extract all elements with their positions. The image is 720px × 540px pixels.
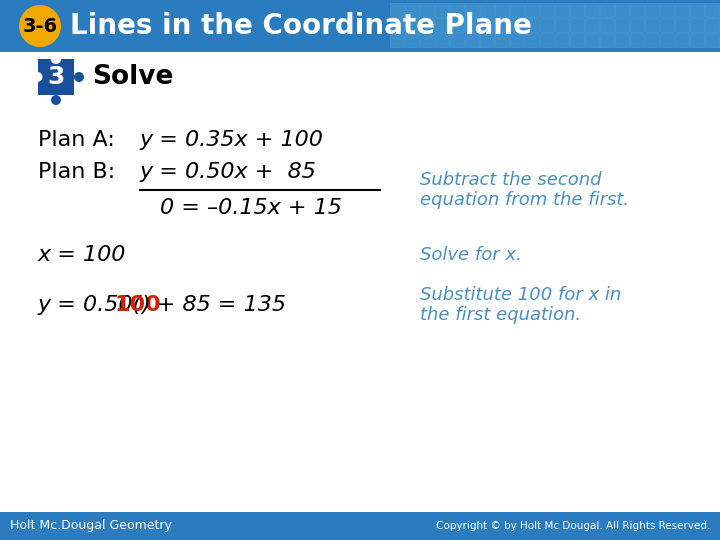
Bar <box>435 3 449 17</box>
Bar <box>435 33 449 47</box>
Bar <box>495 18 509 32</box>
Text: y = 0.35x + 100: y = 0.35x + 100 <box>140 130 324 150</box>
Bar <box>555 3 569 17</box>
Bar <box>645 18 659 32</box>
Bar <box>660 3 674 17</box>
Text: Solve for x.: Solve for x. <box>420 246 522 264</box>
Bar <box>450 3 464 17</box>
Bar <box>390 18 404 32</box>
Text: 100: 100 <box>114 295 161 315</box>
Bar <box>525 18 539 32</box>
Text: y = 0.50x +  85: y = 0.50x + 85 <box>140 162 317 182</box>
Bar <box>0 512 720 540</box>
Bar <box>705 18 719 32</box>
Bar <box>390 33 404 47</box>
Bar <box>555 18 569 32</box>
Bar <box>570 33 584 47</box>
Bar <box>675 3 689 17</box>
Circle shape <box>50 53 61 64</box>
Text: Substitute 100 for x in: Substitute 100 for x in <box>420 286 621 304</box>
Bar <box>405 18 419 32</box>
Bar <box>510 33 524 47</box>
Text: Lines in the Coordinate Plane: Lines in the Coordinate Plane <box>70 12 532 40</box>
Bar <box>630 33 644 47</box>
Bar <box>615 3 629 17</box>
Bar <box>0 0 720 52</box>
Text: x = 100: x = 100 <box>38 245 127 265</box>
Bar <box>675 18 689 32</box>
Bar <box>510 18 524 32</box>
Bar <box>690 33 704 47</box>
Bar <box>480 18 494 32</box>
Text: 3: 3 <box>48 65 65 89</box>
Bar <box>420 33 434 47</box>
Circle shape <box>19 5 61 47</box>
Bar <box>420 3 434 17</box>
Bar <box>525 33 539 47</box>
Circle shape <box>74 72 84 82</box>
Bar <box>690 18 704 32</box>
Bar <box>570 18 584 32</box>
Bar <box>600 33 614 47</box>
Bar <box>435 18 449 32</box>
Bar <box>450 18 464 32</box>
Bar <box>495 33 509 47</box>
Bar <box>600 3 614 17</box>
Text: equation from the first.: equation from the first. <box>420 191 629 209</box>
Bar <box>465 33 479 47</box>
Bar <box>570 3 584 17</box>
Bar <box>555 33 569 47</box>
Bar <box>645 33 659 47</box>
Bar <box>0 52 720 512</box>
Text: Solve: Solve <box>92 64 174 90</box>
Bar <box>540 33 554 47</box>
Circle shape <box>32 72 42 82</box>
Bar <box>615 33 629 47</box>
Bar <box>495 3 509 17</box>
Circle shape <box>51 95 61 105</box>
Bar <box>525 3 539 17</box>
Bar <box>450 33 464 47</box>
Bar <box>705 3 719 17</box>
Bar <box>465 18 479 32</box>
Bar <box>585 18 599 32</box>
Bar <box>405 33 419 47</box>
Text: Plan B:: Plan B: <box>38 162 115 182</box>
Text: Subtract the second: Subtract the second <box>420 171 601 189</box>
Bar <box>480 33 494 47</box>
Bar <box>38 59 74 95</box>
Text: Holt Mc.Dougal Geometry: Holt Mc.Dougal Geometry <box>10 519 172 532</box>
Bar <box>615 18 629 32</box>
Text: 3-6: 3-6 <box>22 17 58 36</box>
Bar <box>420 18 434 32</box>
Bar <box>585 33 599 47</box>
Bar <box>630 3 644 17</box>
Bar <box>600 18 614 32</box>
Text: the first equation.: the first equation. <box>420 306 581 324</box>
Bar <box>675 33 689 47</box>
Text: ) + 85 = 135: ) + 85 = 135 <box>141 295 287 315</box>
Bar <box>630 18 644 32</box>
Text: y = 0.50(: y = 0.50( <box>38 295 142 315</box>
Bar <box>480 3 494 17</box>
Text: Copyright © by Holt Mc Dougal. All Rights Reserved.: Copyright © by Holt Mc Dougal. All Right… <box>436 521 710 531</box>
Bar <box>540 18 554 32</box>
Text: 0 = –0.15x + 15: 0 = –0.15x + 15 <box>160 198 342 218</box>
Bar <box>690 3 704 17</box>
Text: Plan A:: Plan A: <box>38 130 115 150</box>
Bar <box>705 33 719 47</box>
Bar <box>660 33 674 47</box>
Bar <box>660 18 674 32</box>
Bar <box>585 3 599 17</box>
Bar <box>465 3 479 17</box>
Bar <box>540 3 554 17</box>
Bar <box>405 3 419 17</box>
Bar <box>645 3 659 17</box>
Bar <box>390 3 404 17</box>
Bar <box>510 3 524 17</box>
